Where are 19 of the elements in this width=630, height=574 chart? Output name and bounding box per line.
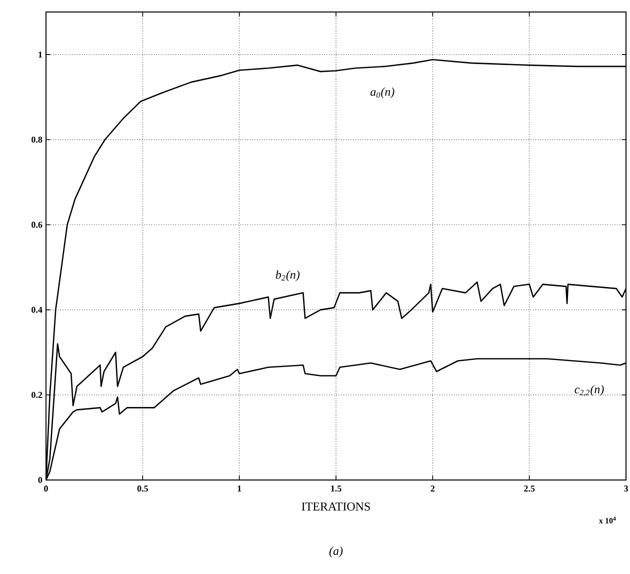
x-tick-label: 2	[430, 486, 435, 492]
x-tick-label: 0	[44, 486, 48, 492]
x-tick-label: 1.5	[331, 486, 342, 492]
x-tick-label: 1	[238, 486, 242, 492]
x-axis-title: ITERATIONS	[302, 502, 370, 511]
x-tick-label: 0.5	[137, 486, 148, 492]
x-tick-label: 2.5	[524, 486, 535, 492]
y-tick-label: 0.4	[32, 306, 42, 313]
y-tick-label: 0.8	[32, 136, 42, 143]
y-tick-label: 1	[38, 52, 42, 58]
text: x 10$^{4}$	[599, 516, 616, 524]
text: (a)	[329, 546, 343, 558]
series-label: a$_{0}$(n)	[370, 87, 394, 98]
y-tick-label: 0.6	[32, 222, 42, 228]
series-label: b$_{2}$(n)	[276, 270, 300, 282]
y-tick-label: 0.2	[32, 392, 42, 398]
legend-label: c$_{2,2}$(n)	[574, 384, 604, 396]
x-tick-label: 3	[624, 486, 628, 492]
y-tick-label: 0	[38, 476, 42, 484]
